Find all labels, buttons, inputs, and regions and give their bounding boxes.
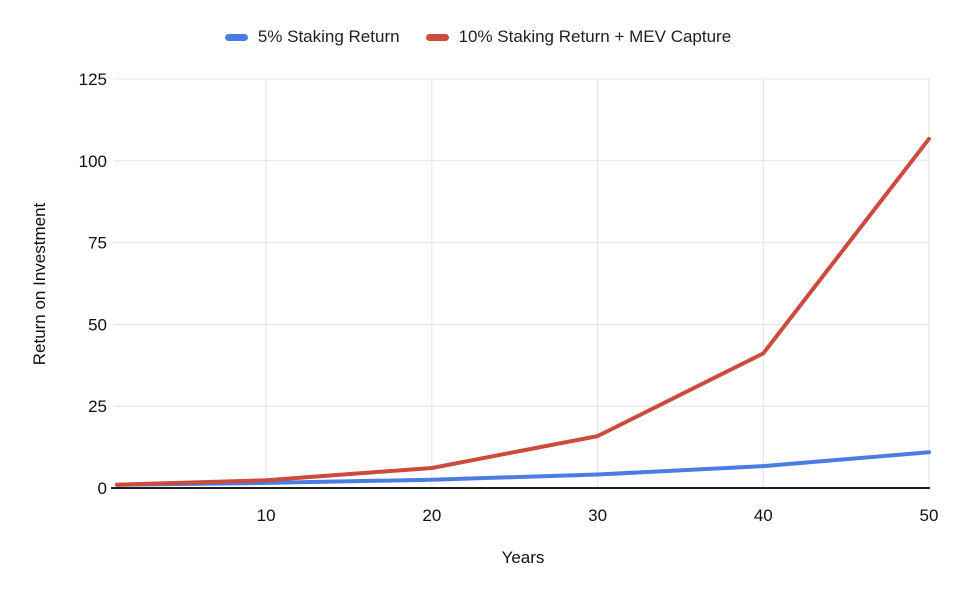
y-tick-label: 0 — [98, 479, 107, 498]
x-tick-label: 40 — [754, 506, 773, 525]
legend-swatch-blue — [224, 33, 248, 41]
legend-swatch-red — [425, 33, 449, 41]
chart-legend: 5% Staking Return 10% Staking Return + M… — [0, 27, 956, 47]
legend-label-5pct-staking: 5% Staking Return — [257, 27, 400, 46]
x-tick-label: 20 — [422, 506, 441, 525]
y-tick-label: 125 — [79, 70, 107, 89]
x-tick-label: 30 — [588, 506, 607, 525]
legend-label-10pct-mev: 10% Staking Return + MEV Capture — [458, 27, 732, 46]
x-axis-title: Years — [501, 548, 545, 567]
legend-item-10pct-mev: 10% Staking Return + MEV Capture — [425, 27, 732, 47]
series-line-5pct-staking — [115, 450, 931, 487]
x-tick-label: 10 — [257, 506, 276, 525]
legend-item-5pct-staking: 5% Staking Return — [224, 27, 400, 47]
x-tick-label: 50 — [920, 506, 939, 525]
series-line-10pct-mev — [115, 136, 931, 487]
y-tick-label: 50 — [88, 315, 107, 334]
y-tick-label: 75 — [88, 234, 107, 253]
y-tick-label: 100 — [79, 152, 107, 171]
y-tick-label: 25 — [88, 397, 107, 416]
